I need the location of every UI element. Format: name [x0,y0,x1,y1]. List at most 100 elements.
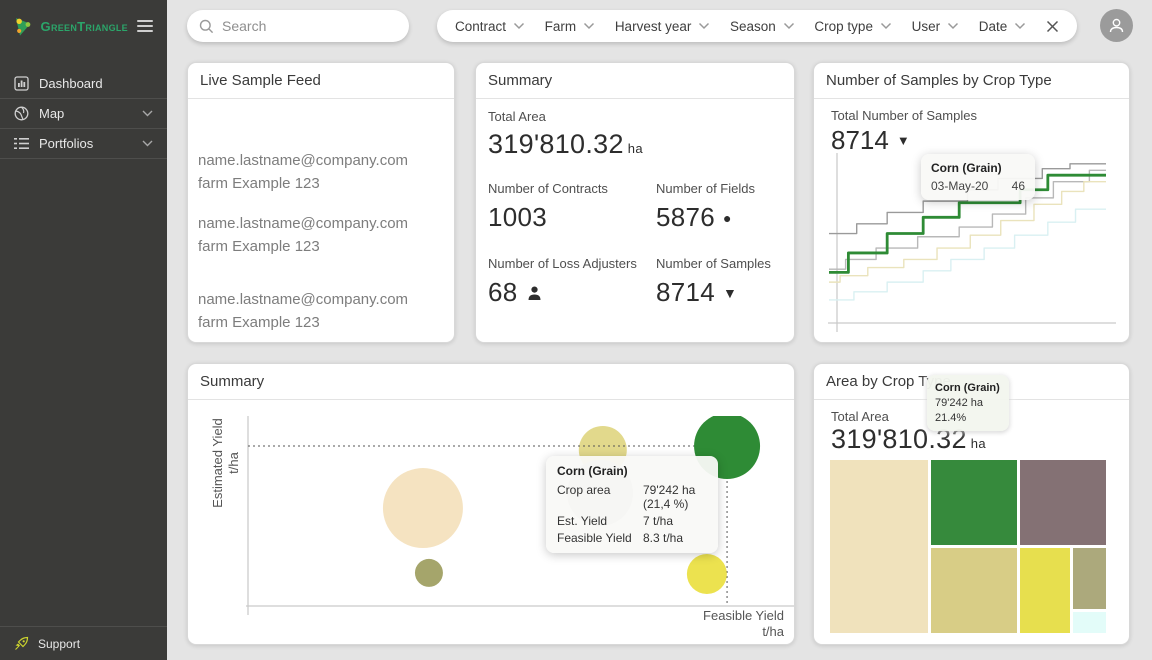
filter-dropdown-contract[interactable]: Contract [455,19,525,34]
tooltip-row-label: Est. Yield [557,514,608,528]
feed-item-farm: farm Example 123 [198,314,320,331]
feed-item[interactable]: name.lastname@company.com farm Example 1… [198,212,444,258]
stat-value: 68 [488,277,518,307]
user-avatar[interactable] [1100,9,1133,42]
summary-body: Total Area 319'810.32 ha Number of Contra… [476,99,794,339]
card-title: Number of Samples by Crop Type [814,63,1129,99]
total-area-unit: ha [627,141,643,156]
samples-by-crop-type-card: Number of Samples by Crop Type Total Num… [813,62,1130,343]
treemap-tile[interactable] [830,460,928,633]
tooltip-date: 03-May-20 [931,179,989,193]
total-samples-number: 8714 [831,125,889,155]
yield-bubble-chart-card: Summary Estimated Yield t/ha Feasible Yie… [187,363,795,645]
treemap-tile[interactable] [1020,548,1070,633]
sidebar-item-dashboard[interactable]: Dashboard [0,68,167,98]
tooltip-title: Corn (Grain) [931,161,1002,175]
tooltip-percent: 21.4% [935,412,967,424]
filter-dropdown-date[interactable]: Date [979,19,1027,34]
tooltip-row-value: 8.3 t/ha [643,531,684,545]
stat-grid: Number of Contracts 1003 Number of Field… [488,181,782,329]
area-by-crop-type-card: Area by Crop Type Total Area 319'810.32 h… [813,363,1130,645]
treemap-tile[interactable] [1073,612,1106,633]
filter-dropdown-farm[interactable]: Farm [545,19,596,34]
filter-dropdown-user[interactable]: User [912,19,960,34]
treemap-chart[interactable] [830,460,1106,633]
clear-filters-button[interactable] [1046,20,1059,33]
total-area-label: Total Area [488,109,546,124]
sidebar-spacer [0,159,167,626]
filter-label: Crop type [814,18,873,34]
search-icon [199,19,214,33]
treemap-tile[interactable] [931,548,1017,633]
chevron-down-icon [699,22,710,30]
tooltip-value: 46 [1011,179,1025,193]
logo-row: GreenTriangle [0,0,167,52]
triangle-down-icon: ▼ [896,133,910,148]
person-icon [1109,18,1124,33]
search-input[interactable] [222,18,382,34]
treemap-tile[interactable] [1020,460,1106,545]
chevron-down-icon [584,22,595,30]
filter-label: Date [978,18,1008,34]
stat-label: Number of Contracts [488,181,608,196]
portfolios-list-icon [14,138,29,149]
tooltip-title: Corn (Grain) [557,464,628,478]
sidebar-item-label: Portfolios [39,136,94,151]
summary-stats-card: Summary Total Area 319'810.32 ha Number o… [475,62,795,343]
sidebar-item-support[interactable]: Support [0,626,167,660]
card-title: Summary [476,63,794,99]
chevron-down-icon [948,22,959,30]
stat-loss-adjusters: Number of Loss Adjusters 68 [488,256,656,308]
sidebar-item-portfolios[interactable]: Portfolios [0,128,167,158]
chevron-down-icon [142,110,153,117]
feed-item-email: name.lastname@company.com [198,215,409,232]
dashboard-icon [14,75,29,91]
map-globe-icon [14,106,29,121]
total-area-unit: ha [970,436,986,451]
stat-value: 5876 [656,202,716,232]
filter-label: Harvest year [614,18,692,34]
tooltip-row-value: 79'242 ha (21,4 %) [643,483,696,511]
support-label: Support [38,636,81,651]
step-line-chart[interactable] [826,151,1118,336]
treemap-tile-corn-grain[interactable] [931,460,1017,545]
triangle-down-icon: ▼ [723,284,738,301]
person-icon [528,286,541,300]
filter-dropdown-harvest-year[interactable]: Harvest year [615,19,711,34]
brand-name: GreenTriangle [40,18,128,34]
chevron-down-icon [783,22,794,30]
feed-item-email: name.lastname@company.com [198,152,409,169]
filter-label: Season [729,18,776,34]
main-content: Contract Farm Harvest year Season Crop t… [167,0,1152,660]
feed-list: name.lastname@company.com farm Example 1… [188,149,454,334]
card-title: Live Sample Feed [188,63,454,99]
filter-dropdown-crop-type[interactable]: Crop type [814,19,892,34]
feed-item[interactable]: name.lastname@company.com farm Example 1… [198,149,444,195]
total-samples-value: 8714 ▼ [831,125,910,156]
sidebar-nav: Dashboard Map Portfolios [0,68,167,159]
live-sample-feed-card: Live Sample Feed name.lastname@company.c… [187,62,455,343]
sidebar-item-map[interactable]: Map [0,98,167,128]
feed-item-email: name.lastname@company.com [198,291,409,308]
tooltip-row-value: 7 t/ha [643,514,674,528]
tooltip-row-label: Feasible Yield [557,531,632,545]
treemap-tile[interactable] [1073,548,1106,609]
circle-icon: ● [723,209,732,226]
search-bar [187,10,409,42]
chart-tooltip: Corn (Grain) 03-May-20 46 [921,154,1035,200]
stat-label: Number of Loss Adjusters [488,256,637,271]
total-samples-label: Total Number of Samples [831,108,977,123]
filter-dropdown-season[interactable]: Season [730,19,795,34]
tooltip-title: Corn (Grain) [935,382,1000,394]
filter-label: User [911,18,941,34]
hamburger-menu-icon[interactable] [135,16,155,36]
chart-tooltip: Corn (Grain) 79'242 ha 21.4% [927,375,1009,431]
tooltip-row-label: Crop area [557,483,611,497]
sidebar-item-label: Dashboard [39,75,103,91]
tooltip-area: 79'242 ha [935,397,983,409]
feed-item[interactable]: name.lastname@company.com farm Example 1… [198,288,444,334]
stat-value: 8714 [656,277,716,307]
filter-label: Farm [544,18,577,34]
filter-label: Contract [455,18,507,34]
stat-value: 1003 [488,202,548,232]
